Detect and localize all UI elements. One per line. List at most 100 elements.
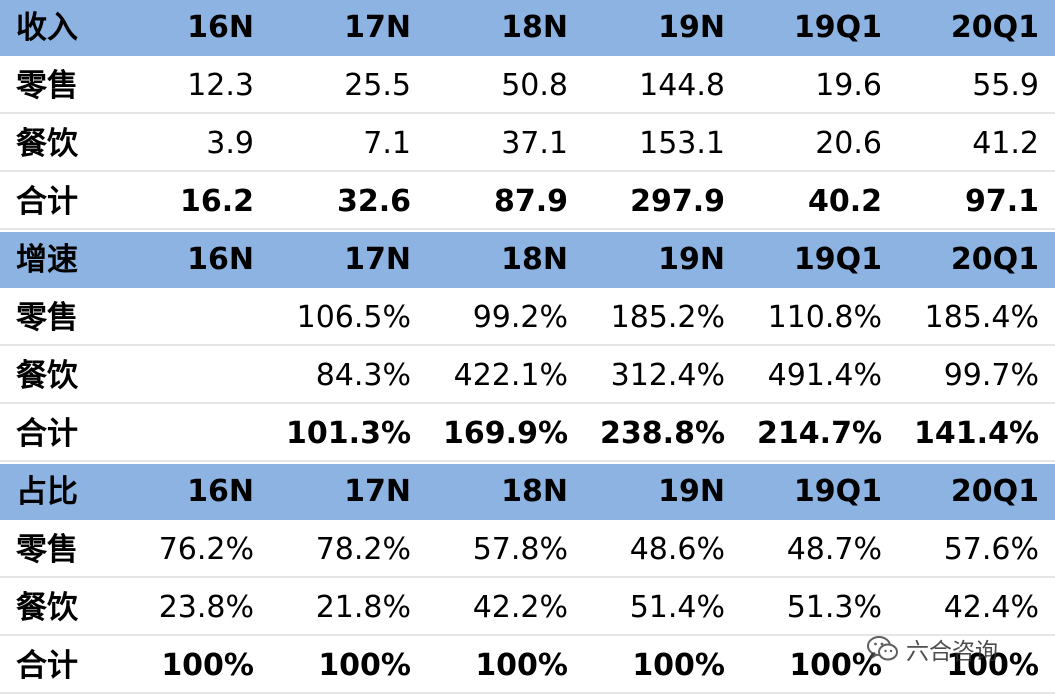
row-label: 合计 <box>16 184 78 220</box>
row-label: 合计 <box>16 416 78 452</box>
table-cell-value: 87.9 <box>493 184 568 219</box>
row-label: 零售 <box>16 532 78 568</box>
column-header: 20Q1 <box>950 242 1039 277</box>
table-cell-value: 19.6 <box>815 68 882 103</box>
column-header: 18N <box>501 242 568 277</box>
row-label: 零售 <box>16 68 78 104</box>
table-row: 零售 12.3 25.5 50.8 144.8 19.6 55.9 <box>0 58 1055 114</box>
row-label: 餐饮 <box>16 358 78 394</box>
table-cell-value: 101.3% <box>286 416 411 451</box>
column-header: 17N <box>344 10 411 45</box>
column-header: 18N <box>501 474 568 509</box>
table-cell-value: 57.8% <box>472 532 568 567</box>
table-cell-value: 42.2% <box>472 590 568 625</box>
column-header: 19Q1 <box>793 474 882 509</box>
table-cell-value: 169.9% <box>443 416 568 451</box>
column-header: 19N <box>658 10 725 45</box>
table-cell-value: 100% <box>475 648 568 683</box>
column-header: 19Q1 <box>793 10 882 45</box>
table-cell-value: 16.2 <box>179 184 254 219</box>
table-cell-value: 99.7% <box>943 358 1039 393</box>
table-cell-value: 97.1 <box>964 184 1039 219</box>
table-cell-value: 144.8 <box>639 68 725 103</box>
column-header: 17N <box>344 242 411 277</box>
table-cell-value: 99.2% <box>472 300 568 335</box>
table-cell-value: 23.8% <box>158 590 254 625</box>
section-title: 占比 <box>16 474 78 510</box>
column-header: 16N <box>187 474 254 509</box>
table-cell-value <box>104 290 254 346</box>
table-cell-value: 76.2% <box>158 532 254 567</box>
table-cell-value <box>104 406 254 462</box>
table-cell-value: 84.3% <box>315 358 411 393</box>
table-cell-value <box>104 348 254 404</box>
column-header: 19N <box>658 474 725 509</box>
table-row: 零售 76.2% 78.2% 57.8% 48.6% 48.7% 57.6% <box>0 522 1055 578</box>
table-row: 餐饮 84.3% 422.1% 312.4% 491.4% 99.7% <box>0 348 1055 404</box>
section-header-row: 增速 16N 17N 18N 19N 19Q1 20Q1 <box>0 232 1055 288</box>
table-cell-value: 51.4% <box>629 590 725 625</box>
table-cell-value: 185.2% <box>610 300 725 335</box>
table-cell-value: 141.4% <box>914 416 1039 451</box>
table-cell-value: 25.5 <box>344 68 411 103</box>
table-cell-value: 297.9 <box>630 184 725 219</box>
table-cell-value: 41.2 <box>972 126 1039 161</box>
table-cell-value: 100% <box>789 648 882 683</box>
column-header: 16N <box>187 10 254 45</box>
table-cell-value: 51.3% <box>786 590 882 625</box>
table-cell-value: 37.1 <box>501 126 568 161</box>
row-label: 餐饮 <box>16 590 78 626</box>
wechat-icon <box>867 636 898 661</box>
row-label: 餐饮 <box>16 126 78 162</box>
row-label: 零售 <box>16 300 78 336</box>
table-cell-value: 491.4% <box>767 358 882 393</box>
table-cell-value: 50.8 <box>501 68 568 103</box>
table-cell-value: 422.1% <box>453 358 568 393</box>
column-header: 19Q1 <box>793 242 882 277</box>
table-cell-value: 100% <box>946 648 1039 683</box>
table-cell-value: 3.9 <box>206 126 254 161</box>
table-cell-value: 48.6% <box>629 532 725 567</box>
table-cell-value: 40.2 <box>807 184 882 219</box>
table-row: 餐饮 23.8% 21.8% 42.2% 51.4% 51.3% 42.4% <box>0 580 1055 636</box>
section-title: 收入 <box>16 10 78 46</box>
table-cell-value: 57.6% <box>943 532 1039 567</box>
watermark: 六合咨询 <box>866 634 998 665</box>
column-header: 20Q1 <box>950 474 1039 509</box>
total-row: 合计 16.2 32.6 87.9 297.9 40.2 97.1 <box>0 174 1055 230</box>
table-cell-value: 42.4% <box>943 590 1039 625</box>
section-title: 增速 <box>16 242 78 278</box>
row-label: 合计 <box>16 648 78 684</box>
total-row: 合计 101.3% 169.9% 238.8% 214.7% 141.4% <box>0 406 1055 462</box>
total-row: 合计 100% 100% 100% 100% 100% 100% <box>0 638 1055 694</box>
table-cell-value: 21.8% <box>315 590 411 625</box>
watermark-text: 六合咨询 <box>906 639 998 665</box>
table-cell-value: 100% <box>632 648 725 683</box>
table-cell-value: 12.3 <box>187 68 254 103</box>
table-cell-value: 238.8% <box>600 416 725 451</box>
table-cell-value: 106.5% <box>296 300 411 335</box>
table-cell-value: 110.8% <box>767 300 882 335</box>
table-cell-value: 185.4% <box>924 300 1039 335</box>
table-row: 餐饮 3.9 7.1 37.1 153.1 20.6 41.2 <box>0 116 1055 172</box>
table-row: 零售 106.5% 99.2% 185.2% 110.8% 185.4% <box>0 290 1055 346</box>
column-header: 18N <box>501 10 568 45</box>
table-cell-value: 48.7% <box>786 532 882 567</box>
column-header: 17N <box>344 474 411 509</box>
section-header-row: 收入 16N 17N 18N 19N 19Q1 20Q1 <box>0 0 1055 56</box>
table-cell-value: 55.9 <box>972 68 1039 103</box>
section-header-row: 占比 16N 17N 18N 19N 19Q1 20Q1 <box>0 464 1055 520</box>
column-header: 19N <box>658 242 725 277</box>
table-cell-value: 100% <box>161 648 254 683</box>
table-cell-value: 32.6 <box>336 184 411 219</box>
column-header: 16N <box>187 242 254 277</box>
table-cell-value: 214.7% <box>757 416 882 451</box>
column-header: 20Q1 <box>950 10 1039 45</box>
table-cell-value: 312.4% <box>610 358 725 393</box>
table-cell-value: 100% <box>318 648 411 683</box>
table-cell-value: 7.1 <box>363 126 411 161</box>
table-cell-value: 153.1 <box>639 126 725 161</box>
table-cell-value: 78.2% <box>315 532 411 567</box>
table-cell-value: 20.6 <box>815 126 882 161</box>
